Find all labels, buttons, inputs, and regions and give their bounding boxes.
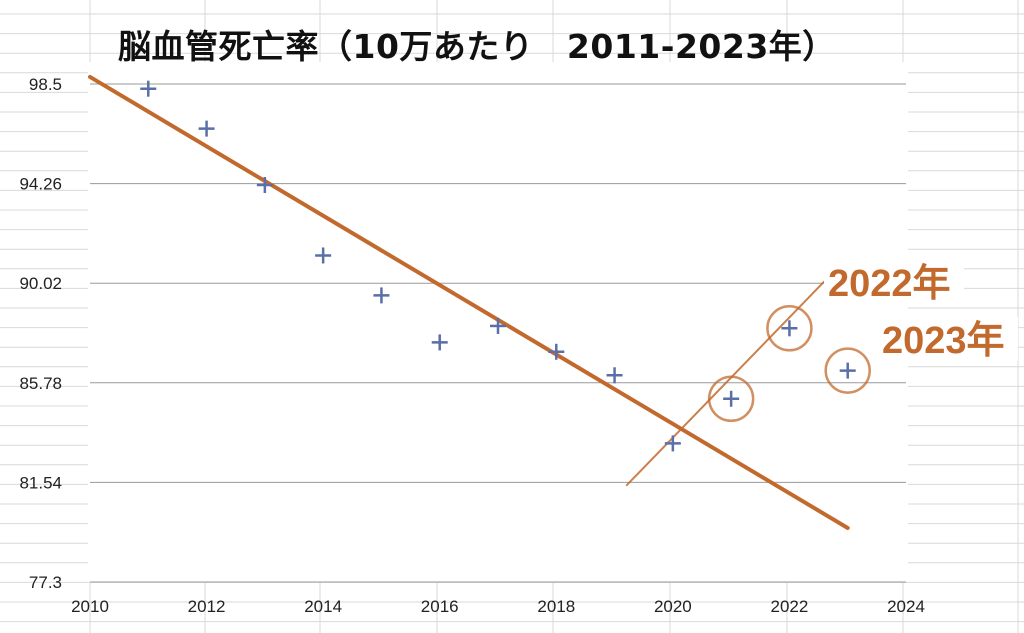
x-tick-label: 2010: [71, 597, 109, 616]
data-point: [315, 247, 332, 264]
data-point: [606, 367, 623, 384]
data-point: [198, 120, 215, 137]
data-point: [490, 317, 506, 334]
x-tick-label: 2014: [304, 597, 342, 616]
data-point: [256, 177, 273, 194]
data-point: [140, 80, 157, 97]
highlight-circle: [707, 375, 755, 423]
y-tick-label: 77.3: [29, 573, 62, 592]
x-tick-label: 2018: [537, 597, 575, 616]
x-tick-label: 2020: [654, 597, 692, 616]
highlight-circle: [766, 305, 813, 352]
data-point: [548, 343, 565, 360]
highlight-circles: [707, 305, 871, 423]
y-tick-labels: 98.5 94.26 90.02 85.78 81.54 77.3: [19, 75, 62, 592]
annotations: 2022年 2023年: [824, 260, 1018, 362]
y-tick-label: 98.5: [29, 75, 62, 94]
x-tick-label: 2022: [771, 597, 809, 616]
data-point: [781, 320, 798, 337]
y-tick-label: 90.02: [19, 274, 62, 293]
data-point: [664, 435, 681, 452]
x-tick-label: 2016: [421, 597, 459, 616]
data-point: [723, 390, 740, 407]
data-point: [373, 287, 390, 304]
x-tick-label: 2024: [887, 597, 925, 616]
data-point: [839, 362, 856, 379]
data-point: [431, 334, 448, 351]
annotation-label: 2023年: [882, 320, 1005, 362]
trend-line: [88, 74, 850, 530]
x-tick-label: 2012: [188, 597, 226, 616]
recent-trend-line: [625, 280, 826, 487]
y-tick-label: 85.78: [19, 374, 62, 393]
data-points: [140, 80, 856, 452]
x-tick-labels: 2010 2012 2014 2016 2018 2020 2022 2024: [71, 597, 925, 616]
highlight-circle: [824, 347, 871, 394]
annotation-label: 2022年: [828, 263, 951, 305]
annotation-background: [824, 260, 964, 304]
y-tick-label: 94.26: [19, 175, 62, 194]
y-tick-label: 81.54: [19, 473, 62, 492]
chart-title: 脳血管死亡率（10万あたり 2011-2023年）: [118, 27, 836, 66]
trend-lines: [88, 74, 850, 530]
annotation-background: [878, 317, 1018, 361]
